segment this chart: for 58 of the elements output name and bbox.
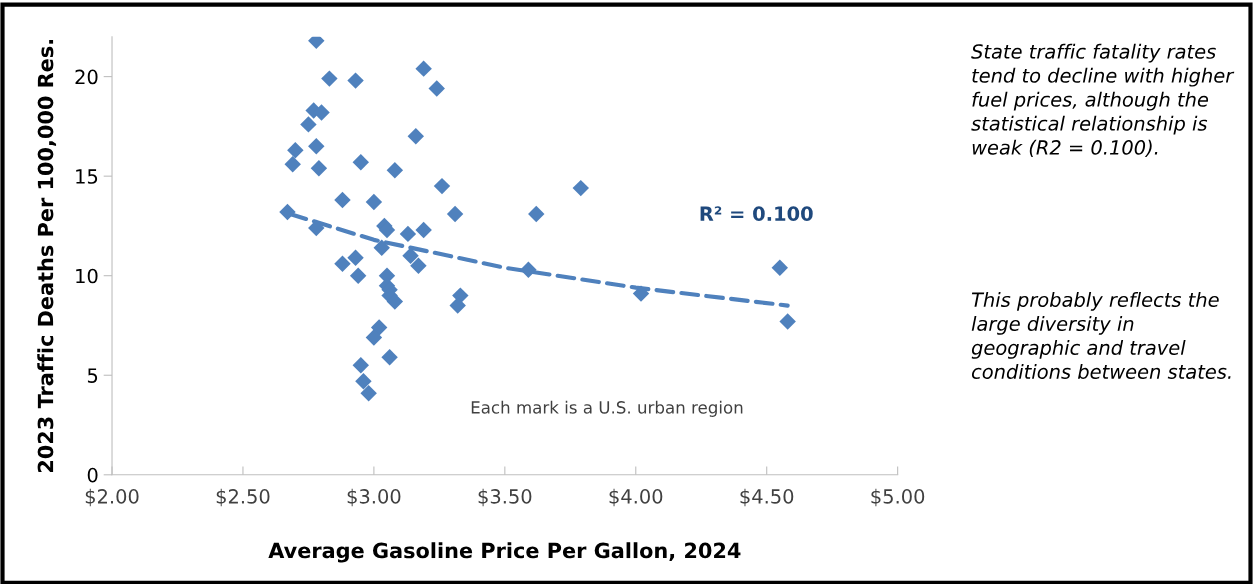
point [321, 70, 338, 87]
point [365, 329, 383, 346]
point [399, 225, 417, 243]
point [446, 205, 464, 223]
point [779, 313, 796, 330]
point [449, 297, 466, 314]
point [347, 249, 364, 266]
point [287, 142, 304, 159]
x-tick-label: $5.00 [871, 488, 925, 507]
point [365, 193, 383, 211]
point [347, 72, 364, 89]
point [381, 349, 398, 366]
point [407, 128, 425, 145]
x-tick-label: $2.50 [216, 488, 270, 507]
point [528, 205, 545, 223]
point [349, 267, 367, 284]
point [352, 357, 370, 374]
x-tick-label: $3.50 [478, 488, 532, 507]
point [373, 239, 390, 257]
point [360, 384, 377, 402]
annotation: R² = 0.100 [700, 206, 813, 222]
point [355, 373, 372, 390]
point [771, 259, 789, 276]
point [415, 60, 432, 77]
point [308, 138, 325, 155]
text: State traffic fatality rates tend to decline with higher fuel prices, although the statistical relationship is weak (R2 = 0.100). [971, 43, 1235, 158]
x-axis-title: Average Gasoline Price Per Gallon, 2024 [268, 542, 741, 563]
point [352, 154, 370, 171]
y-tick-label: 15 [76, 169, 98, 184]
x-tick-label: $4.50 [740, 488, 794, 507]
annotation: Each mark is a U.S. urban region [471, 400, 743, 417]
y-tick-label: 20 [75, 69, 98, 85]
point [386, 293, 404, 310]
point [284, 155, 301, 173]
point [572, 179, 589, 197]
x-tick-label: $2.00 [85, 488, 139, 507]
text: This probably reflects the large diversity in geographic and travel conditions between states. [971, 292, 1231, 380]
point [386, 161, 404, 179]
point [520, 261, 537, 278]
point [632, 285, 650, 302]
point [410, 257, 427, 274]
point [428, 80, 445, 97]
point [308, 219, 325, 237]
x-tick-label: $4.00 [609, 488, 663, 507]
point [300, 116, 317, 133]
point [310, 159, 328, 177]
point [279, 203, 296, 221]
point [402, 247, 419, 265]
x-tick-label: $3.00 [347, 488, 401, 507]
point [334, 255, 351, 272]
y-axis-title: 2023 Traffic Deaths Per 100,000 Res. [37, 40, 57, 473]
y-tick-label: 5 [87, 368, 98, 383]
point [415, 221, 432, 239]
y-tick-label: 0 [87, 467, 98, 483]
point [370, 319, 388, 336]
y-tick-label: 10 [76, 268, 98, 284]
point [334, 191, 351, 209]
point [433, 177, 451, 195]
